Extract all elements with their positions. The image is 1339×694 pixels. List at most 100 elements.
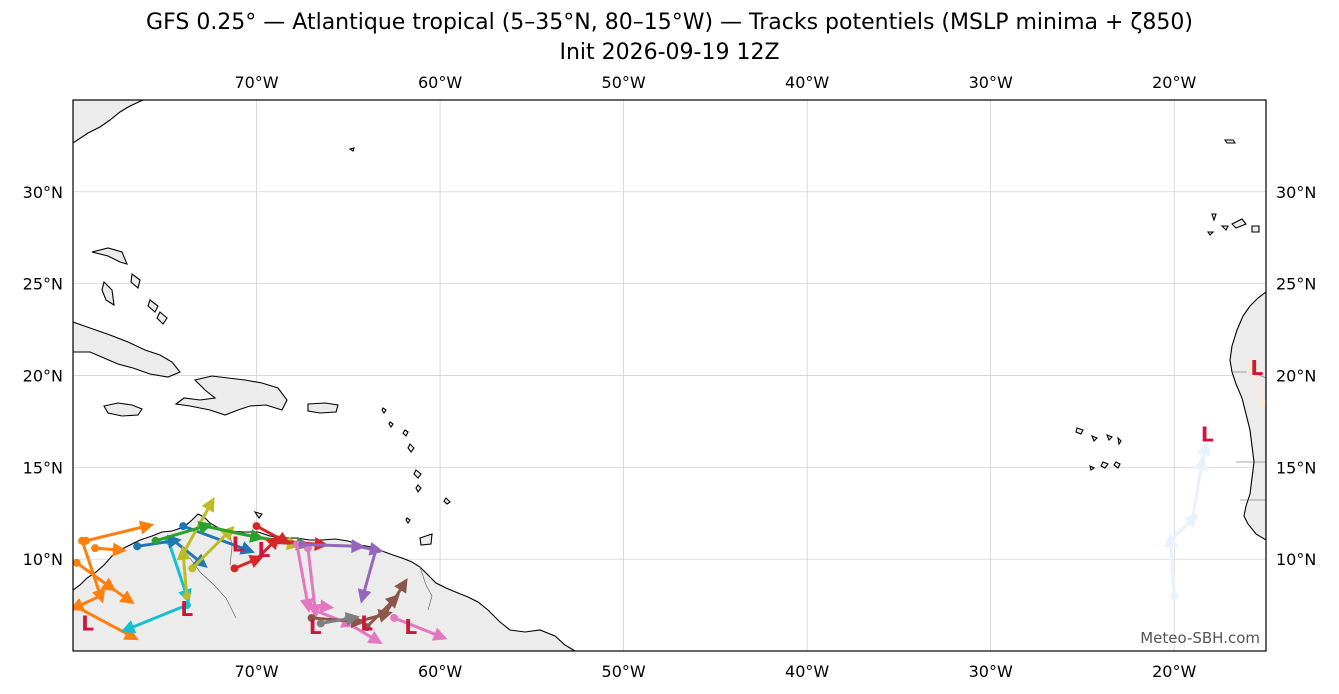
low-markers: LLL LLL LLL (81, 356, 1263, 639)
lat-tick-right-label: 25°N (1276, 275, 1316, 294)
low-pressure-marker: L (180, 597, 193, 621)
low-pressure-marker: L (309, 615, 322, 639)
track-line (300, 542, 378, 598)
track-arrow-marker (367, 630, 383, 645)
track-arrow-marker (112, 542, 127, 557)
track-arrow-marker (344, 612, 360, 626)
land-cuba (73, 321, 181, 378)
lon-tick-bottom-label: 60°W (418, 662, 462, 681)
low-pressure-marker: L (1250, 356, 1263, 380)
track-line (126, 603, 189, 631)
land-antilles-2 (407, 443, 415, 453)
land-bahamas-5 (156, 311, 168, 325)
map-subtitle: Init 2026-09-19 12Z (559, 40, 780, 65)
track-arrow-marker (100, 577, 117, 592)
track-start-point (362, 623, 371, 632)
land-antilles-6 (405, 517, 411, 524)
track-arrow-marker (123, 627, 139, 641)
lon-tick-top-label: 70°W (234, 73, 278, 92)
track-arrow-marker (265, 535, 281, 550)
track-arrow-marker (176, 545, 191, 561)
track-start-point (1258, 399, 1266, 408)
track-arrow-marker (120, 620, 137, 634)
land-bermuda (348, 147, 355, 152)
track-arrow-marker (394, 578, 408, 594)
track-arrow-marker (307, 603, 322, 619)
lat-tick-right-label: 30°N (1276, 183, 1316, 202)
lat-tick-left-label: 30°N (23, 183, 63, 202)
track-line (1249, 364, 1264, 405)
track-arrow-marker (119, 590, 135, 605)
track-start-point (151, 536, 160, 545)
land-canary-2 (1231, 218, 1247, 229)
low-pressure-marker: L (258, 538, 271, 562)
lon-tick-top-label: 60°W (418, 73, 462, 92)
track-start-point (133, 542, 142, 551)
track-start-point (1170, 591, 1179, 600)
land-antilles-4 (415, 484, 422, 494)
land-canary-4 (1220, 225, 1229, 231)
land-antilles-1 (402, 429, 409, 437)
land-antilles-5 (443, 497, 451, 505)
lat-tick-left-label: 15°N (23, 458, 63, 477)
credit-label: Meteo-SBH.com (1140, 629, 1260, 647)
track-line (365, 598, 396, 629)
land-trinidad (419, 533, 433, 546)
land-canary-1 (1211, 213, 1217, 222)
track-arrow-marker (351, 539, 366, 554)
track-line (306, 546, 378, 642)
storm-tracks (73, 358, 1266, 645)
track-arrow-marker (368, 541, 384, 556)
track-arrow-marker (249, 529, 265, 543)
track-arrow-marker (1163, 532, 1178, 548)
graticule (73, 100, 1266, 651)
track-arrow-marker (319, 599, 335, 614)
track-arrow-marker (1197, 441, 1211, 457)
land-cape-verde-4 (1117, 436, 1122, 446)
track-start-point (390, 613, 399, 622)
track-arrow-marker (138, 520, 155, 535)
track-arrow-marker (384, 593, 400, 609)
land-bahamas-3 (130, 272, 141, 289)
track-line (392, 616, 442, 638)
track-start-point (91, 544, 100, 553)
lon-tick-top-label: 30°W (969, 73, 1013, 92)
low-pressure-marker: L (404, 615, 417, 639)
land-antilles-3 (413, 469, 422, 479)
land-cape-verde-7 (1089, 464, 1096, 471)
lon-tick-bottom-label: 70°W (234, 662, 278, 681)
country-borders (189, 371, 1266, 619)
land-hispaniola (174, 375, 288, 416)
track-start-point (252, 522, 261, 531)
track-arrow-marker (357, 588, 372, 604)
lon-tick-top-label: 40°W (785, 73, 829, 92)
land-antilles-8 (388, 421, 394, 428)
land-cape-verde-6 (1113, 461, 1121, 469)
land-puerto-rico (307, 402, 339, 414)
land-bahamas (91, 247, 128, 265)
low-pressure-marker: L (81, 611, 94, 635)
track-line (84, 524, 148, 543)
lat-tick-left-label: 10°N (23, 550, 63, 569)
track-start-point (73, 558, 81, 567)
land-canary-3 (1251, 225, 1260, 233)
track-arrow-marker (1193, 455, 1208, 471)
low-pressure-marker: L (1201, 422, 1214, 446)
land-abc-islands (253, 511, 263, 519)
track-start-point (230, 564, 239, 573)
lon-tick-bottom-label: 20°W (1152, 662, 1196, 681)
track-arrow-marker (91, 587, 106, 604)
track-start-point (298, 540, 307, 549)
track-arrow-marker (1246, 358, 1260, 375)
low-pressure-marker: L (232, 532, 245, 556)
track-start-point (292, 540, 301, 549)
lon-tick-bottom-label: 40°W (785, 662, 829, 681)
track-arrow-marker (239, 541, 255, 555)
track-arrow-marker (1183, 513, 1199, 528)
lat-tick-right-label: 15°N (1276, 458, 1316, 477)
land-madeira (1223, 139, 1237, 144)
track-start-point (78, 536, 87, 545)
track-arrow-marker (248, 555, 264, 568)
track-arrow-marker (431, 627, 448, 641)
